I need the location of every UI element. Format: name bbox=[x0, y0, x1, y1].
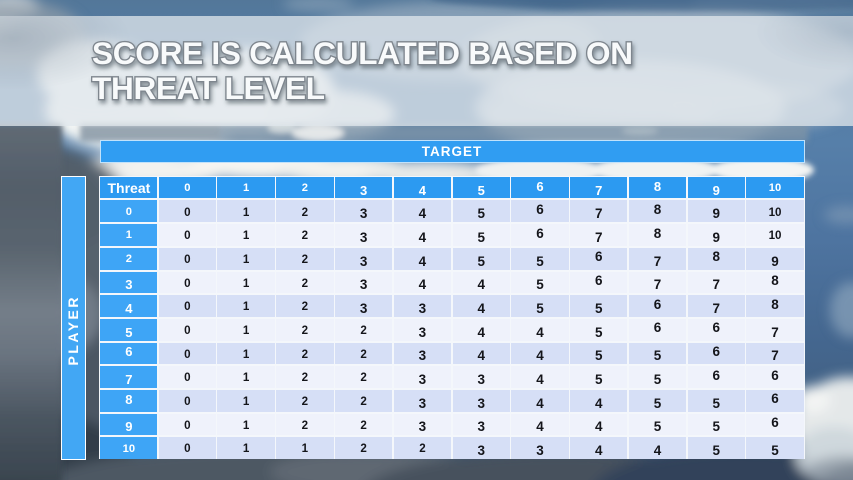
svg-text:SCORE IS CALCULATED BASED ON: SCORE IS CALCULATED BASED ON bbox=[92, 35, 633, 71]
svg-text:THREAT LEVEL: THREAT LEVEL bbox=[92, 70, 325, 106]
